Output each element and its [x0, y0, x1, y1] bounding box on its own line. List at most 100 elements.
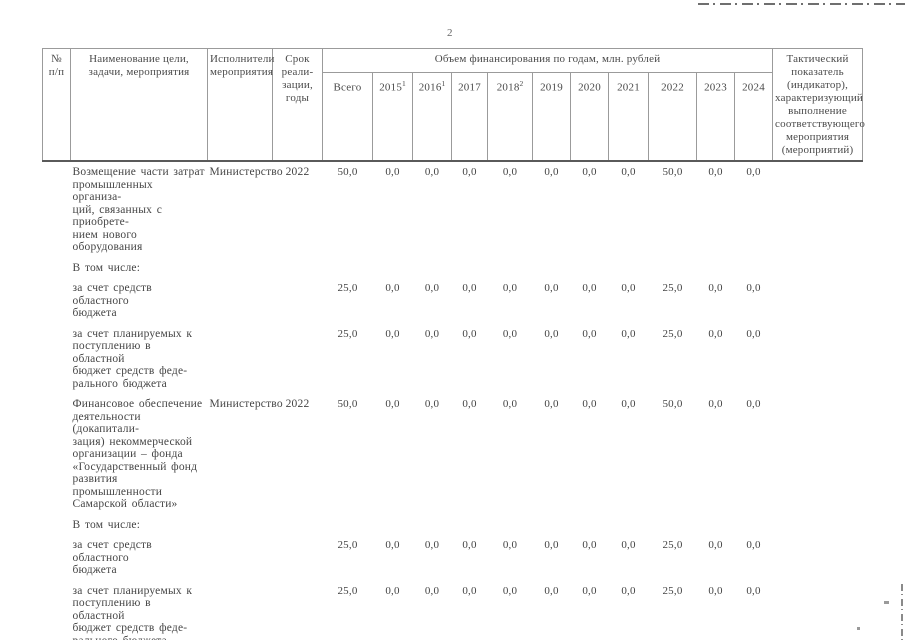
- header-year-2020: 2020: [570, 72, 609, 162]
- year-label: 2017: [458, 81, 481, 94]
- row-value-2015: 0,0: [385, 327, 400, 340]
- row-value-2020: 0,0: [582, 398, 597, 410]
- row-value-2021: 0,0: [621, 327, 636, 340]
- row-value-2024: 0,0: [746, 539, 761, 551]
- row-value-2021: [609, 515, 649, 536]
- row-value-2015: 0,0: [385, 398, 400, 410]
- row-value-2024: 0,0: [746, 398, 761, 410]
- row-term-cell: [273, 581, 323, 640]
- row-executor-cell: Министерство: [209, 398, 283, 410]
- row-value-2023: 0,0: [708, 327, 723, 340]
- row-executor-cell: [208, 535, 273, 581]
- row-name-cell: за счет планируемых к поступлению в обла…: [72, 327, 193, 390]
- row-number-cell: [43, 394, 71, 515]
- row-value-2022: 50,0: [662, 166, 683, 178]
- table-row: за счет планируемых к поступлению в обла…: [43, 324, 863, 395]
- row-value-2023: 0,0: [708, 539, 723, 551]
- row-value-2024: 0,0: [746, 166, 761, 178]
- row-value-2021: 0,0: [621, 398, 636, 410]
- row-value-2023: 0,0: [708, 282, 723, 294]
- row-value-2016: 0,0: [424, 282, 440, 294]
- row-name-cell: Возмещение части затрат промышленных орг…: [72, 166, 205, 253]
- year-footnote: 1: [441, 79, 446, 88]
- row-value-total: 25,0: [337, 282, 358, 294]
- row-value-2020: 0,0: [582, 166, 597, 178]
- year-footnote: 2: [519, 79, 524, 88]
- header-year-2017: 2017: [451, 72, 488, 162]
- year-label: 2015: [379, 81, 403, 94]
- row-value-2020: 0,0: [582, 282, 597, 294]
- row-value-2019: [533, 515, 571, 536]
- year-label: 2022: [661, 81, 684, 94]
- row-value-2024: [735, 515, 773, 536]
- row-value-2020: 0,0: [582, 327, 597, 340]
- row-value-2019: 0,0: [544, 282, 559, 294]
- header-year-2021: 2021: [608, 72, 649, 162]
- header-indicator: Тактический показатель (индикатор), хара…: [772, 48, 865, 162]
- row-value-2018: 0,0: [502, 539, 518, 551]
- row-name-cell: за счет средств областного бюджета: [72, 282, 152, 319]
- row-value-2015: 0,0: [385, 166, 400, 178]
- row-value-2015: 0,0: [385, 584, 400, 597]
- row-term-cell: [273, 515, 323, 536]
- row-value-2020: 0,0: [582, 539, 597, 551]
- row-indicator-cell: [773, 258, 863, 279]
- row-value-2016: 0,0: [424, 166, 440, 178]
- header-name: Наименование цели, задачи, мероприятия: [70, 48, 208, 162]
- row-value-total: 25,0: [337, 327, 358, 340]
- row-value-2019: [533, 258, 571, 279]
- row-executor-cell: [208, 278, 273, 324]
- row-value-2020: [571, 515, 609, 536]
- year-label: 2023: [704, 81, 727, 94]
- row-value-2017: 0,0: [462, 327, 477, 340]
- row-value-2022: 25,0: [662, 282, 683, 294]
- header-year-2015: 20151: [372, 72, 413, 162]
- row-term-cell: [273, 278, 323, 324]
- row-value-2022: [649, 258, 697, 279]
- row-value-2024: 0,0: [746, 327, 761, 340]
- table-row: В том числе:: [43, 258, 863, 279]
- table-row: Возмещение части затрат промышленных орг…: [43, 161, 863, 258]
- year-label: 2024: [742, 81, 765, 94]
- row-value-total: 50,0: [337, 166, 358, 178]
- row-value-total: 25,0: [337, 584, 358, 597]
- row-number-cell: [43, 535, 71, 581]
- table-row: за счет планируемых к поступлению в обла…: [43, 581, 863, 640]
- row-value-2018: 0,0: [502, 584, 518, 597]
- row-value-2018: 0,0: [502, 282, 518, 294]
- year-footnote: 1: [402, 79, 406, 88]
- row-value-2017: 0,0: [462, 166, 477, 178]
- scan-speck: [884, 601, 889, 604]
- header-row-top: № п/п Наименование цели, задачи, меропри…: [42, 48, 865, 162]
- row-indicator-cell: [773, 278, 863, 324]
- row-value-2020: [571, 258, 609, 279]
- row-value-total: [323, 515, 373, 536]
- row-name-cell: Финансовое обеспечение деятельности (док…: [72, 398, 203, 510]
- year-label: 2021: [617, 81, 640, 94]
- year-label: 2019: [540, 81, 563, 94]
- row-number-cell: [43, 324, 71, 395]
- row-number-cell: [43, 581, 71, 640]
- header-executor: Исполнители мероприятия: [207, 48, 274, 162]
- financing-table: № п/п Наименование цели, задачи, меропри…: [42, 48, 865, 640]
- row-indicator-cell: [773, 394, 863, 515]
- row-indicator-cell: [773, 535, 863, 581]
- row-value-2016: [413, 258, 452, 279]
- row-value-2022: 25,0: [662, 327, 683, 340]
- row-executor-cell: Министерство: [209, 166, 283, 178]
- page-number: 2: [447, 27, 453, 39]
- header-year-2022: 2022: [648, 72, 697, 162]
- row-value-2016: 0,0: [424, 398, 440, 410]
- row-value-2021: [609, 258, 649, 279]
- table-header: № п/п Наименование цели, задачи, меропри…: [42, 48, 865, 162]
- row-value-total: [323, 258, 373, 279]
- scan-fold-mark-right: [901, 584, 903, 640]
- row-executor-cell: [208, 258, 273, 279]
- row-executor-cell: [208, 515, 273, 536]
- row-value-2024: [735, 258, 773, 279]
- year-label: 2018: [496, 81, 520, 94]
- row-value-2022: 50,0: [662, 398, 683, 410]
- row-value-2022: [649, 515, 697, 536]
- row-term-cell: [273, 535, 323, 581]
- row-value-2015: 0,0: [385, 539, 400, 551]
